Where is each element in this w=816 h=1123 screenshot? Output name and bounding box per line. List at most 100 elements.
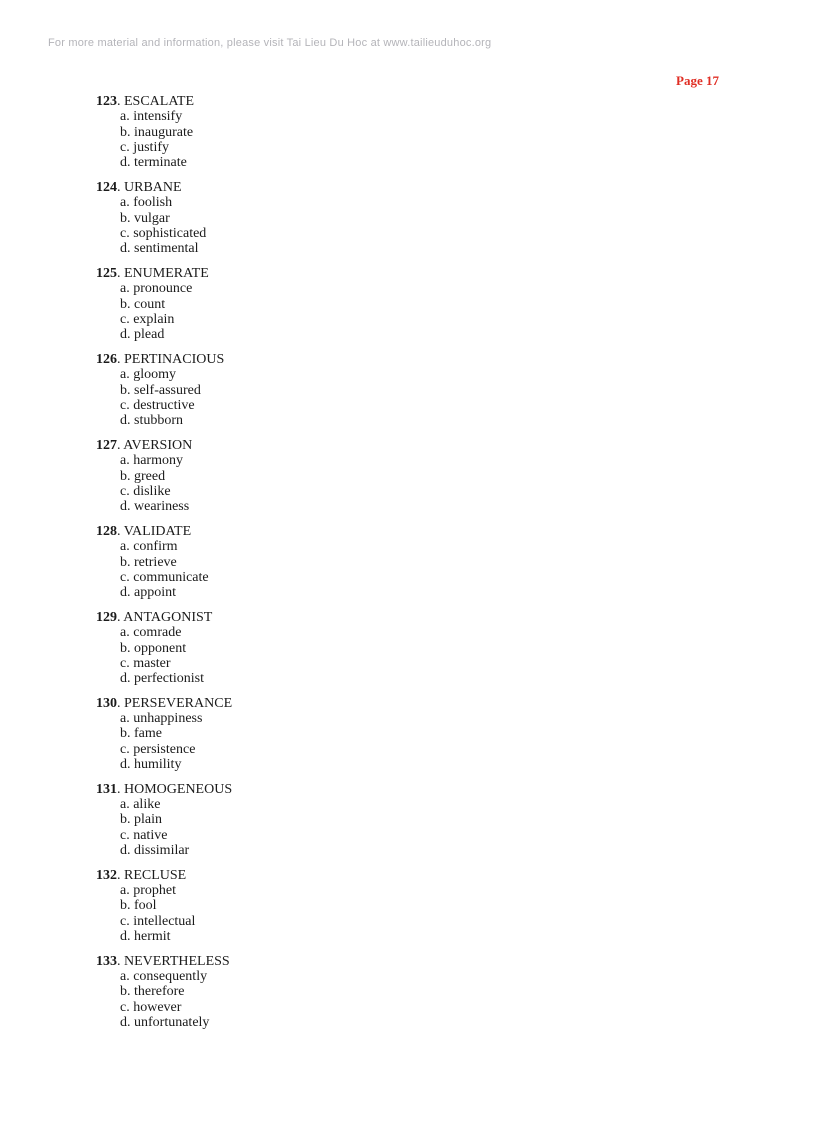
question-option: c. however bbox=[120, 999, 182, 1015]
question-option: c. justify bbox=[120, 139, 169, 155]
question-number: 124 bbox=[96, 179, 117, 195]
question-option: c. explain bbox=[120, 311, 175, 327]
question-title: 127. AVERSION bbox=[96, 438, 232, 453]
question-option: c. persistence bbox=[120, 741, 196, 757]
question-block: 127. AVERSION a. harmony b. greed c. disli… bbox=[96, 438, 232, 514]
question-word: . ANTAGONIST bbox=[117, 609, 213, 625]
question-number: 133 bbox=[96, 953, 117, 969]
question-option: a. foolish bbox=[120, 195, 173, 211]
option-list: a. pronounce b. count c. explain d. plead bbox=[120, 281, 232, 342]
option-list: a. foolish b. vulgar c. sophisticated d. se… bbox=[120, 195, 232, 256]
option-list: a. alike b. plain c. native d. dissimilar bbox=[120, 797, 232, 858]
option-list: a. unhappiness b. fame c. persistence d. hu… bbox=[120, 711, 232, 772]
question-option: c. dislike bbox=[120, 483, 171, 499]
question-option: b. fame bbox=[120, 726, 162, 742]
question-word: . ENUMERATE bbox=[117, 265, 209, 281]
question-option: b. plain bbox=[120, 812, 162, 828]
question-title: 124. URBANE bbox=[96, 180, 232, 195]
question-option: b. opponent bbox=[120, 640, 187, 656]
question-word: . VALIDATE bbox=[117, 523, 192, 539]
question-option: c. sophisticated bbox=[120, 225, 207, 241]
question-title: 128. VALIDATE bbox=[96, 524, 232, 539]
question-number: 126 bbox=[96, 351, 117, 367]
option-list: a. intensify b. inaugurate c. justify d. te… bbox=[120, 109, 232, 170]
question-block: 125. ENUMERATE a. pronounce b. count c. ex… bbox=[96, 266, 232, 342]
question-block: 123. ESCALATE a. intensify b. inaugurate c… bbox=[96, 94, 232, 170]
question-option: c. master bbox=[120, 655, 171, 671]
question-option: a. comrade bbox=[120, 625, 182, 641]
question-option: c. destructive bbox=[120, 397, 195, 413]
question-option: d. humility bbox=[120, 757, 182, 773]
option-list: a. prophet b. fool c. intellectual d. hermi… bbox=[120, 883, 232, 944]
question-option: d. unfortunately bbox=[120, 1015, 210, 1031]
option-list: a. comrade b. opponent c. master d. perfect… bbox=[120, 625, 232, 686]
question-option: c. native bbox=[120, 827, 168, 843]
question-number: 129 bbox=[96, 609, 117, 625]
question-option: a. consequently bbox=[120, 969, 208, 985]
option-list: a. gloomy b. self-assured c. destructive d.… bbox=[120, 367, 232, 428]
question-block: 129. ANTAGONIST a. comrade b. opponent c. … bbox=[96, 610, 232, 686]
question-block: 132. RECLUSE a. prophet b. fool c. intelle… bbox=[96, 868, 232, 944]
question-number: 132 bbox=[96, 867, 117, 883]
question-option: b. self-assured bbox=[120, 382, 201, 398]
question-option: a. alike bbox=[120, 797, 161, 813]
question-option: d. terminate bbox=[120, 155, 187, 171]
question-title: 129. ANTAGONIST bbox=[96, 610, 232, 625]
question-title: 132. RECLUSE bbox=[96, 868, 232, 883]
question-title: 126. PERTINACIOUS bbox=[96, 352, 232, 367]
question-option: d. hermit bbox=[120, 929, 171, 945]
question-option: a. unhappiness bbox=[120, 711, 203, 727]
question-word: . ESCALATE bbox=[117, 94, 194, 109]
question-option: a. pronounce bbox=[120, 281, 193, 297]
question-block: 126. PERTINACIOUS a. gloomy b. self-assur… bbox=[96, 352, 232, 428]
question-block: 128. VALIDATE a. confirm b. retrieve c. co… bbox=[96, 524, 232, 600]
question-block: 131. HOMOGENEOUS a. alike b. plain c. nati… bbox=[96, 782, 232, 858]
question-list: 123. ESCALATE a. intensify b. inaugurate c… bbox=[96, 94, 232, 1040]
question-option: d. stubborn bbox=[120, 413, 183, 429]
question-title: 123. ESCALATE bbox=[96, 94, 232, 109]
question-option: d. weariness bbox=[120, 499, 190, 515]
question-block: 130. PERSEVERANCE a. unhappiness b. fame c… bbox=[96, 696, 232, 772]
question-number: 128 bbox=[96, 523, 117, 539]
question-number: 127 bbox=[96, 437, 117, 453]
question-option: a. intensify bbox=[120, 109, 183, 125]
question-number: 131 bbox=[96, 781, 117, 797]
question-word: . URBANE bbox=[117, 179, 182, 195]
option-list: a. harmony b. greed c. dislike d. weariness bbox=[120, 453, 232, 514]
question-word: . PERSEVERANCE bbox=[117, 695, 233, 711]
question-number: 130 bbox=[96, 695, 117, 711]
question-title: 131. HOMOGENEOUS bbox=[96, 782, 232, 797]
question-option: a. gloomy bbox=[120, 367, 176, 383]
question-number: 125 bbox=[96, 265, 117, 281]
question-option: d. perfectionist bbox=[120, 671, 204, 687]
question-option: c. communicate bbox=[120, 569, 209, 585]
question-word: . HOMOGENEOUS bbox=[117, 781, 233, 797]
question-title: 130. PERSEVERANCE bbox=[96, 696, 232, 711]
question-option: a. harmony bbox=[120, 453, 183, 469]
option-list: a. consequently b. therefore c. however d. … bbox=[120, 969, 232, 1030]
question-number: 123 bbox=[96, 94, 117, 109]
question-block: 133. NEVERTHELESS a. consequently b. ther… bbox=[96, 954, 232, 1030]
question-option: a. confirm bbox=[120, 539, 178, 555]
question-option: a. prophet bbox=[120, 883, 176, 899]
question-option: d. plead bbox=[120, 327, 165, 343]
question-option: b. therefore bbox=[120, 984, 185, 1000]
header-note: For more material and information, pleas… bbox=[48, 37, 492, 49]
question-word: . AVERSION bbox=[117, 437, 193, 453]
question-word: . NEVERTHELESS bbox=[117, 953, 230, 969]
question-option: d. dissimilar bbox=[120, 843, 190, 859]
question-option: b. count bbox=[120, 296, 166, 312]
question-word: . PERTINACIOUS bbox=[117, 351, 225, 367]
question-option: c. intellectual bbox=[120, 913, 196, 929]
question-block: 124. URBANE a. foolish b. vulgar c. sophis… bbox=[96, 180, 232, 256]
question-option: d. sentimental bbox=[120, 241, 199, 257]
question-word: . RECLUSE bbox=[117, 867, 187, 883]
page-number-label: Page 17 bbox=[676, 73, 719, 88]
question-option: b. inaugurate bbox=[120, 124, 194, 140]
question-option: b. greed bbox=[120, 468, 166, 484]
option-list: a. confirm b. retrieve c. communicate d. ap… bbox=[120, 539, 232, 600]
question-option: b. fool bbox=[120, 898, 157, 914]
question-title: 125. ENUMERATE bbox=[96, 266, 232, 281]
question-option: b. vulgar bbox=[120, 210, 170, 226]
